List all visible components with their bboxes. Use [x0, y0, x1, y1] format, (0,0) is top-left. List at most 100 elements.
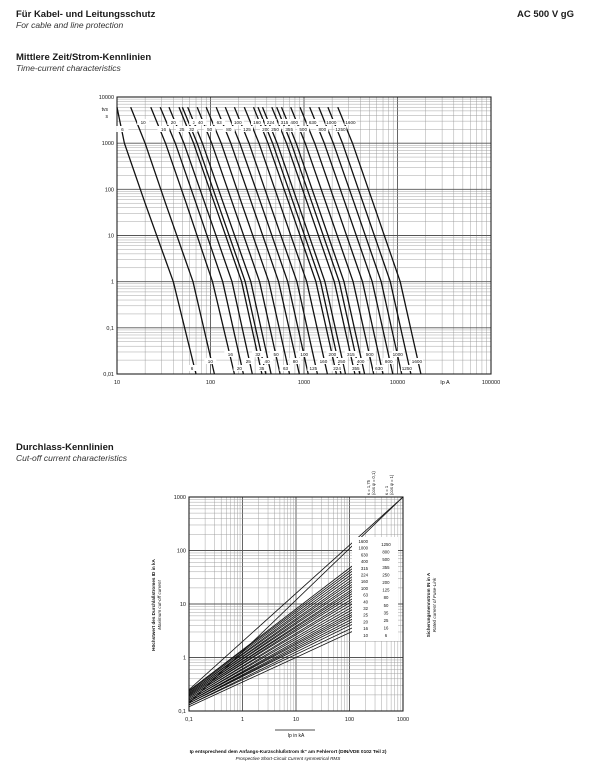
- co-y-axis-label-group: Höchstwert des Durchlaßstromes ID in kA M…: [151, 559, 162, 651]
- tc-x-tick-label: 10: [114, 380, 120, 386]
- tc-label-bg: [279, 365, 292, 371]
- co-peak-label: (cos φ = 0,1): [371, 471, 376, 495]
- co-curve-20: [188, 606, 382, 704]
- tc-bottom-rating-label: 1000: [393, 352, 404, 357]
- tc-top-rating-label: 50: [207, 127, 213, 132]
- tc-bottom-rating-label: 160: [320, 359, 328, 364]
- tc-label-bg: [391, 351, 404, 357]
- tc-top-rating-label: 80: [226, 127, 232, 132]
- co-peak-label: (cos φ = 1): [389, 474, 394, 495]
- tc-top-rating-label: 10: [141, 120, 147, 125]
- tc-top-rating-label: 1000: [326, 120, 337, 125]
- co-x-tick-label: 1000: [397, 717, 409, 723]
- tc-top-rating-label: 160: [253, 120, 261, 125]
- tc-label-bg: [251, 351, 264, 357]
- co-curve-16: [188, 609, 382, 706]
- co-rating-right: 355: [382, 565, 390, 570]
- tc-label-bg: [175, 126, 188, 132]
- co-x-tick-label: 0,1: [185, 717, 193, 723]
- tc-y-tick-label: 100: [105, 187, 114, 193]
- co-curve-50: [188, 592, 382, 702]
- tc-bottom-rating-label: 200: [329, 352, 337, 357]
- co-y-tick-label: 0,1: [178, 709, 186, 715]
- tc-curve-20: [159, 106, 245, 375]
- tc-bottom-rating-label: 25: [246, 359, 252, 364]
- co-peak-label-group: κ = 1,75 (cos φ = 0,1): [366, 471, 376, 495]
- co-ratings-box: [352, 537, 398, 641]
- co-curve-1250: [188, 546, 382, 692]
- co-curve-224: [188, 572, 382, 697]
- tc-label-bg: [203, 126, 216, 132]
- co-curve-315: [188, 566, 382, 696]
- co-rating-right: 250: [382, 572, 390, 577]
- co-x-tick-label: 1: [241, 717, 244, 723]
- tc-label-bg: [264, 119, 277, 125]
- tc-label-bg: [167, 119, 180, 125]
- tc-label-bg: [344, 351, 357, 357]
- chart2-subtitle: Cut-off current characteristics: [16, 453, 128, 463]
- co-rating-left: 63: [363, 593, 368, 598]
- tc-bottom-rating-label: 400: [357, 359, 365, 364]
- co-rating-left: 1600: [358, 539, 368, 544]
- co-rating-left: 100: [361, 586, 369, 591]
- tc-top-rating-label: 630: [309, 120, 317, 125]
- tc-top-rating-label: 32: [189, 127, 195, 132]
- tc-bottom-rating-label: 100: [300, 352, 308, 357]
- tc-bottom-rating-label: 35: [259, 366, 265, 371]
- tc-top-rating-label: 200: [262, 127, 270, 132]
- tc-bottom-rating-label: 630: [375, 366, 383, 371]
- co-curve-160: [188, 577, 382, 698]
- chart1-subtitle: Time-current characteristics: [16, 63, 121, 73]
- co-rating-left: 25: [363, 613, 368, 618]
- tc-bottom-rating-label: 1600: [412, 359, 423, 364]
- tc-label-bg: [325, 119, 338, 125]
- tc-label-bg: [298, 351, 311, 357]
- tc-label-bg: [316, 126, 329, 132]
- co-rating-left: 315: [361, 566, 369, 571]
- tc-top-rating-label: 25: [179, 127, 185, 132]
- tc-label-bg: [116, 126, 129, 132]
- co-rating-right: 800: [382, 550, 390, 555]
- tc-top-rating-label: 63: [217, 120, 223, 125]
- page-title: Für Kabel- und Leitungsschutz: [16, 9, 156, 20]
- co-rating-right: 200: [382, 580, 390, 585]
- tc-label-bg: [233, 365, 246, 371]
- tc-y-tick-label: 10000: [99, 95, 114, 101]
- tc-y-tick-label: 0,1: [106, 326, 114, 332]
- tc-top-rating-label: 100: [234, 120, 242, 125]
- tc-label-bg: [363, 351, 376, 357]
- co-rating-right: 1250: [381, 542, 391, 547]
- tc-curve-1600: [337, 106, 422, 375]
- tc-curve-160: [243, 106, 329, 375]
- co-right-axis-label-en: Rated current of Fuse-Link: [432, 577, 437, 632]
- tc-bottom-rating-label: 6: [191, 366, 194, 371]
- tc-label-bg: [288, 119, 301, 125]
- tc-bottom-rating-label: 20: [237, 366, 243, 371]
- co-curve-80: [188, 586, 382, 701]
- co-plot-frame: [188, 496, 404, 712]
- co-curve-100: [188, 583, 382, 700]
- tc-bottom-rating-label: 250: [338, 359, 346, 364]
- co-rating-left: 630: [361, 552, 369, 557]
- tc-label-bg: [137, 119, 150, 125]
- tc-curve-315: [271, 106, 356, 375]
- co-curve-1000: [188, 549, 382, 692]
- co-rating-left: 224: [361, 573, 369, 578]
- tc-y-tick-label: 1000: [102, 141, 114, 147]
- tc-bottom-rating-label: 80: [293, 359, 299, 364]
- tc-y-tick-label: 10: [108, 234, 114, 240]
- tc-label-bg: [222, 126, 235, 132]
- co-curve-1600: [188, 543, 382, 692]
- tc-curve-1000: [318, 106, 403, 375]
- tc-label-bg: [261, 358, 274, 364]
- tc-label-bg: [331, 365, 344, 371]
- tc-curve-10: [130, 106, 216, 375]
- tc-bottom-rating-label: 40: [265, 359, 271, 364]
- co-curve-25: [188, 603, 382, 704]
- chart2-title: Durchlass-Kennlinien: [16, 442, 114, 453]
- page-subtitle: For cable and line protection: [16, 20, 124, 30]
- tc-y-tick-label: 1: [111, 280, 114, 286]
- co-curve-125: [188, 580, 382, 700]
- tc-label-bg: [255, 365, 268, 371]
- tc-y-tick-label: 0,01: [103, 372, 114, 378]
